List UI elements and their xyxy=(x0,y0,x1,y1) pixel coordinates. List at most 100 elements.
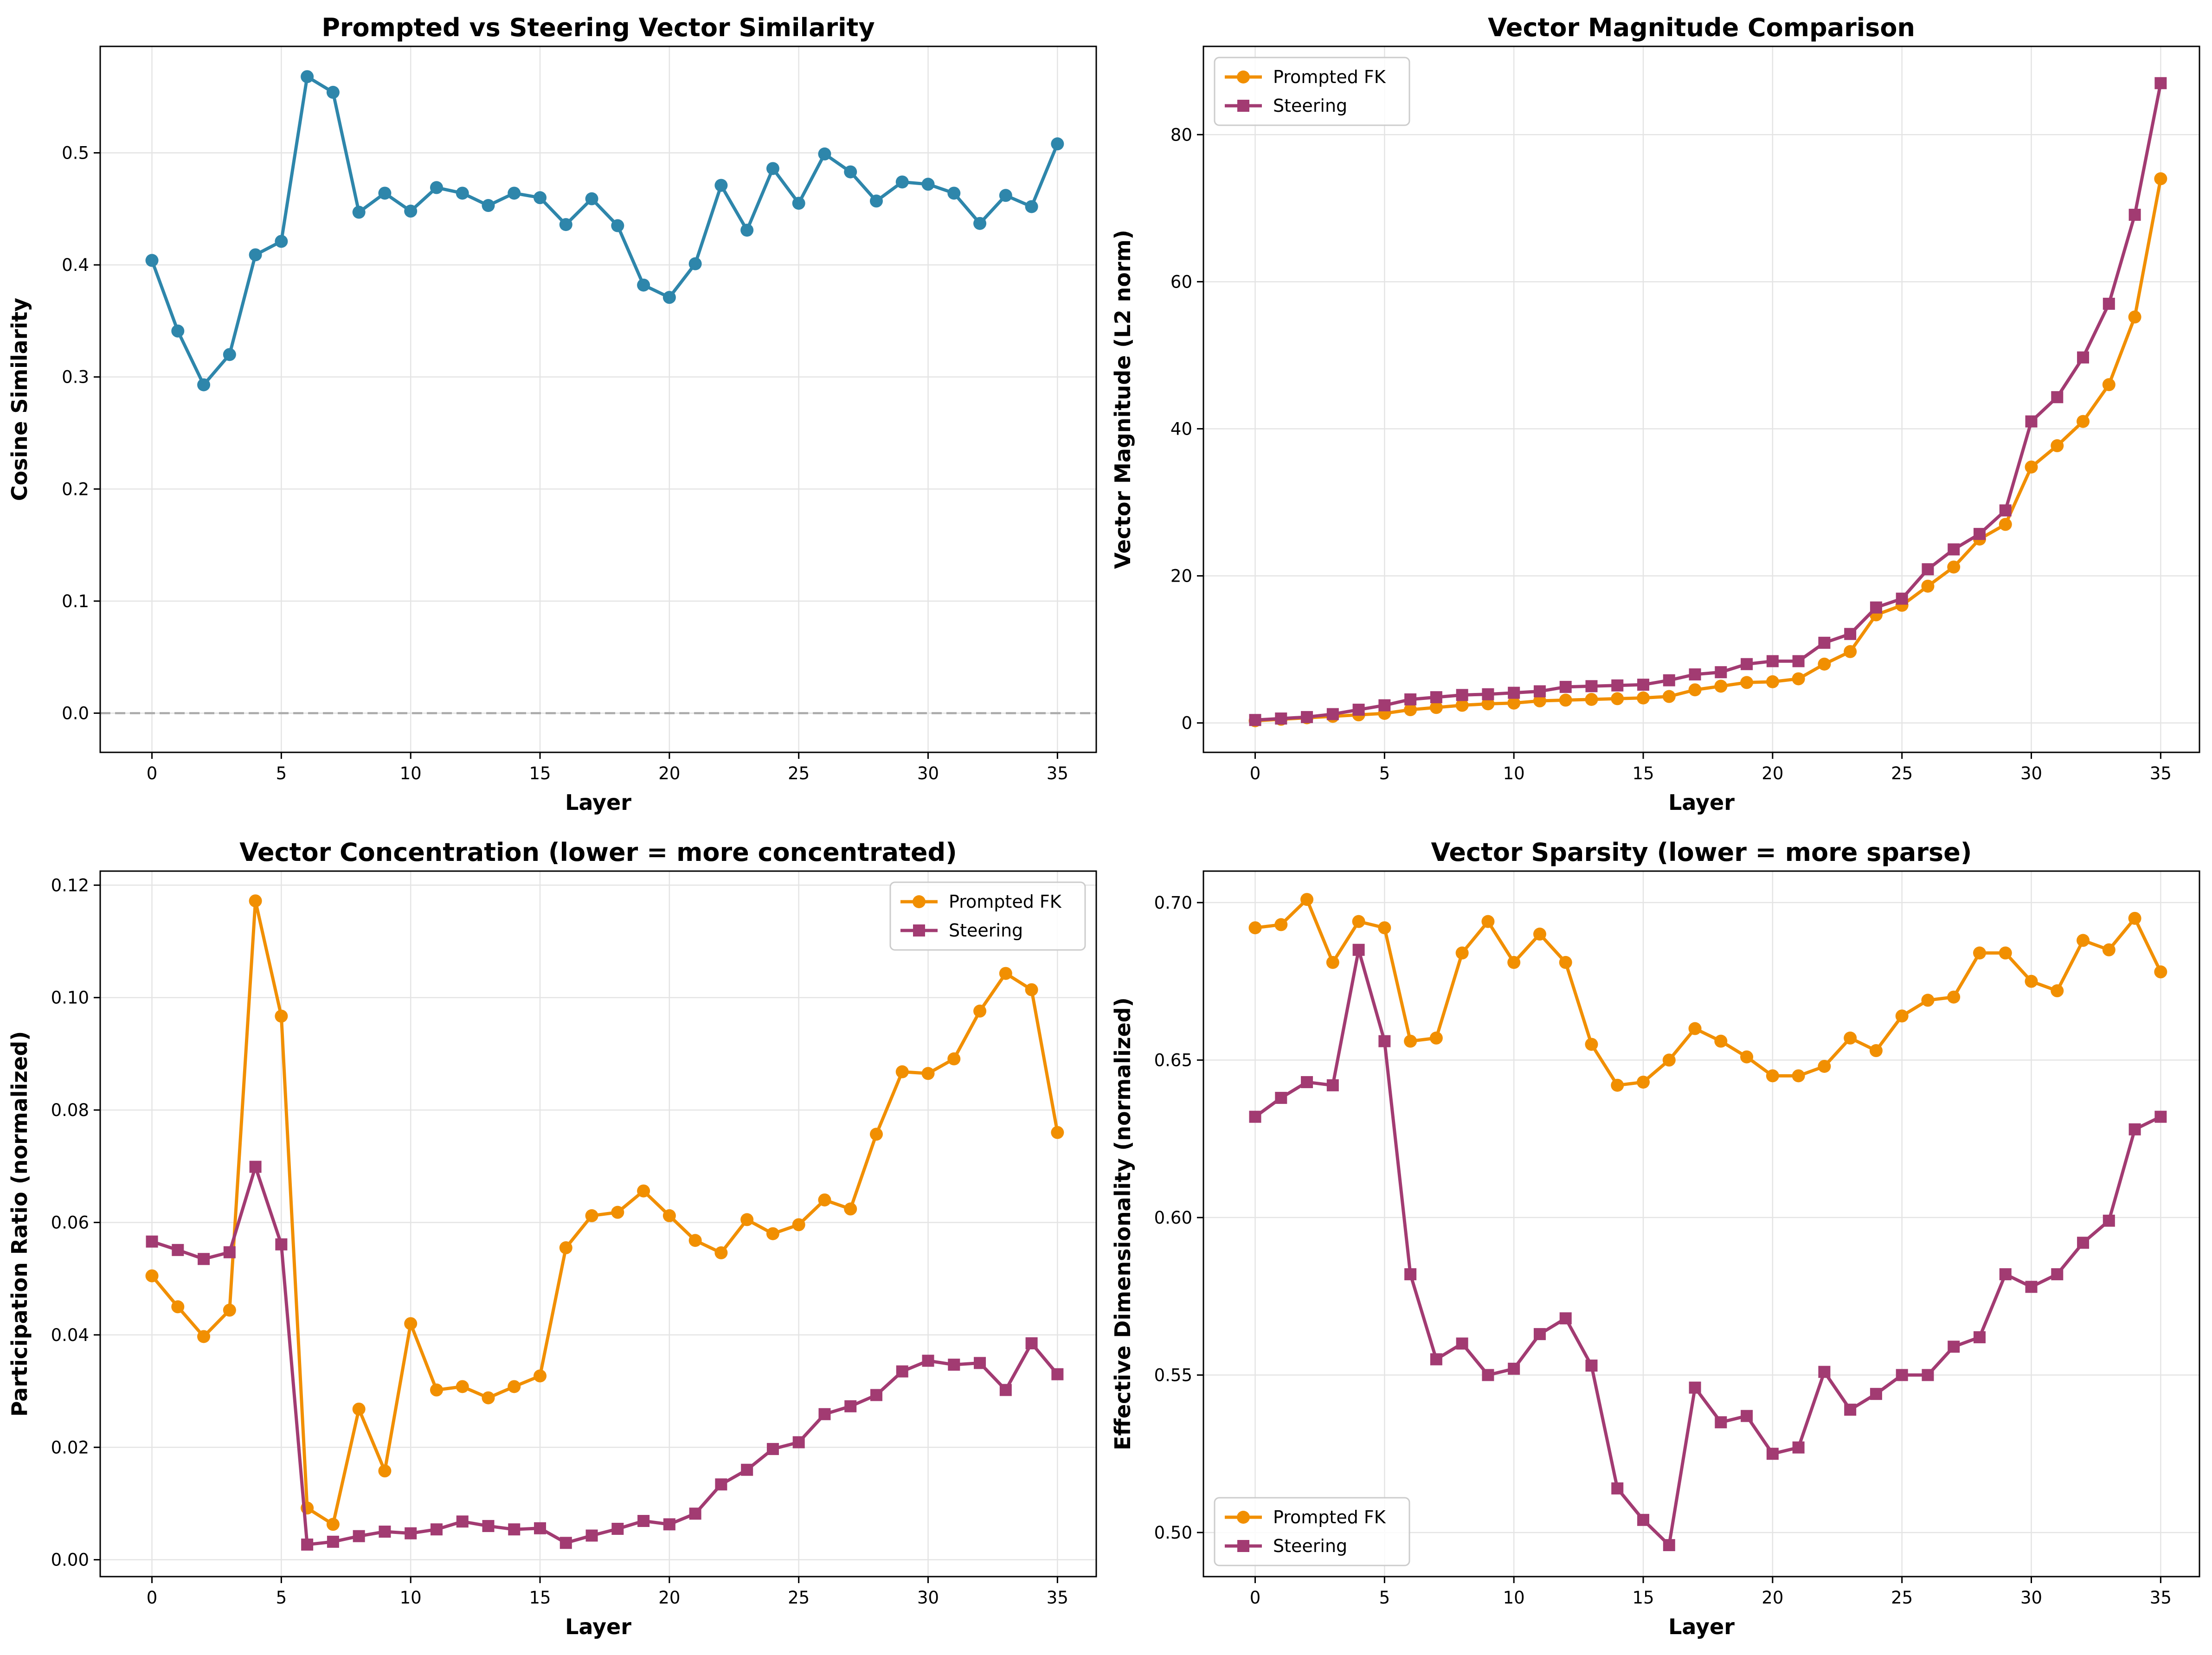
chart-title: Vector Magnitude Comparison xyxy=(1488,13,1915,42)
y-tick-label: 0.0 xyxy=(62,703,89,723)
x-tick-label: 35 xyxy=(1047,763,1068,783)
data-point xyxy=(378,1464,392,1478)
data-point xyxy=(1533,927,1546,941)
y-tick-label: 0.06 xyxy=(51,1212,89,1232)
data-point xyxy=(249,894,262,908)
data-point xyxy=(1051,1368,1064,1380)
y-tick-label: 0.50 xyxy=(1154,1523,1192,1543)
x-tick-label: 25 xyxy=(788,763,810,783)
data-point xyxy=(1533,1328,1546,1341)
data-point xyxy=(1585,680,1598,693)
data-point xyxy=(482,1391,495,1405)
data-point xyxy=(818,1408,831,1420)
x-tick-label: 25 xyxy=(1891,763,1913,783)
data-point xyxy=(146,1235,158,1248)
data-point xyxy=(637,1515,650,1527)
x-tick-label: 30 xyxy=(917,1588,939,1608)
data-point xyxy=(1792,1441,1805,1454)
legend-marker xyxy=(1237,1511,1250,1524)
data-point xyxy=(1301,711,1313,723)
y-tick-label: 0.4 xyxy=(62,255,89,275)
data-point xyxy=(2051,391,2064,404)
x-tick-label: 20 xyxy=(1762,763,1783,783)
data-point xyxy=(275,1238,288,1251)
data-point xyxy=(1274,918,1288,931)
data-point xyxy=(921,1067,935,1080)
data-point xyxy=(1429,701,1443,714)
y-tick-label: 0.1 xyxy=(62,591,89,611)
data-point xyxy=(1352,943,1365,956)
data-point xyxy=(1456,1337,1468,1350)
data-point xyxy=(2154,172,2167,186)
x-tick-label: 30 xyxy=(2020,1588,2042,1608)
data-point xyxy=(1326,708,1339,720)
data-point xyxy=(1326,1079,1339,1091)
y-axis-label: Vector Magnitude (L2 norm) xyxy=(1110,230,1135,569)
data-point xyxy=(1430,1353,1442,1366)
data-point xyxy=(1999,946,2012,960)
x-tick-label: 10 xyxy=(1503,1588,1525,1608)
data-point xyxy=(844,165,857,179)
data-point xyxy=(171,324,185,338)
data-point xyxy=(1481,697,1495,711)
data-point xyxy=(456,186,469,200)
data-point xyxy=(1870,601,1882,614)
x-tick-label: 0 xyxy=(147,763,158,783)
y-tick-label: 60 xyxy=(1170,272,1192,292)
data-point xyxy=(921,178,935,191)
data-point xyxy=(534,1522,547,1534)
x-tick-label: 20 xyxy=(1762,1588,1783,1608)
data-point xyxy=(1404,693,1417,706)
x-tick-label: 20 xyxy=(658,763,680,783)
data-point xyxy=(1741,1410,1753,1422)
y-tick-label: 0.5 xyxy=(62,143,89,163)
data-point xyxy=(870,1389,882,1401)
data-point xyxy=(404,1317,418,1330)
data-point xyxy=(766,162,779,175)
y-tick-label: 0.2 xyxy=(62,479,89,499)
data-point xyxy=(1947,560,1961,574)
x-tick-label: 5 xyxy=(1379,763,1390,783)
x-tick-label: 10 xyxy=(400,1588,422,1608)
data-point xyxy=(172,1244,184,1256)
data-point xyxy=(714,1246,728,1259)
x-tick-label: 5 xyxy=(276,1588,287,1608)
legend-label: Prompted FK xyxy=(949,892,1062,912)
y-tick-label: 0.00 xyxy=(51,1550,89,1570)
x-tick-label: 30 xyxy=(917,763,939,783)
data-point xyxy=(1025,983,1038,996)
x-tick-label: 0 xyxy=(1250,1588,1261,1608)
data-point xyxy=(1533,685,1546,698)
data-point xyxy=(2102,378,2116,391)
data-point xyxy=(1869,1044,1883,1058)
data-point xyxy=(1352,704,1365,716)
legend: Prompted FK Steering xyxy=(889,881,1086,951)
data-point xyxy=(197,1330,211,1343)
data-point xyxy=(585,1529,598,1542)
data-point xyxy=(947,186,961,200)
data-point xyxy=(663,1518,675,1531)
data-point xyxy=(1973,946,1986,960)
data-point xyxy=(223,1303,236,1317)
data-point xyxy=(1378,699,1391,712)
chart-panel-3: 0 5 10 15 20 25 30 35 0.00 0.02 0.04 0.06 0.08 0.10 0.… xyxy=(7,838,1097,1639)
data-point xyxy=(1559,956,1572,969)
data-point xyxy=(508,1523,521,1536)
data-point xyxy=(1844,628,1857,640)
data-point xyxy=(1248,921,1262,935)
data-point xyxy=(1637,1514,1650,1526)
data-point xyxy=(559,218,572,231)
data-point xyxy=(2077,351,2090,364)
data-point xyxy=(715,1478,727,1491)
legend-marker xyxy=(913,924,925,937)
x-tick-label: 15 xyxy=(1632,1588,1654,1608)
data-point xyxy=(1430,691,1442,704)
data-point xyxy=(430,181,443,194)
data-point xyxy=(1921,994,1935,1007)
data-point xyxy=(1051,1126,1064,1139)
data-point xyxy=(1740,676,1754,689)
data-point xyxy=(1948,543,1960,556)
data-point xyxy=(1611,679,1624,692)
data-point xyxy=(405,1527,417,1540)
data-point xyxy=(1766,675,1779,688)
